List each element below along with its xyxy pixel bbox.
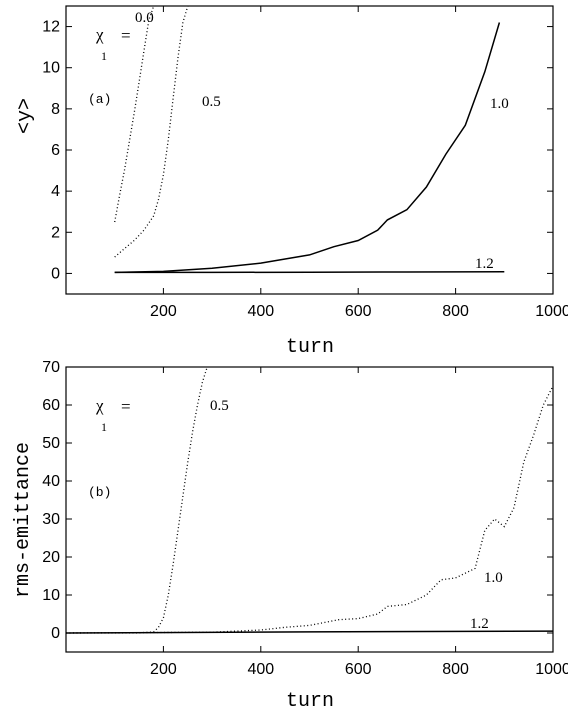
- y-axis-title-b: rms-emittance: [12, 442, 35, 598]
- y-tick-label: 12: [42, 19, 60, 36]
- series-label-0-0: 0.0: [135, 10, 154, 26]
- x-ticks-b: 200 400 600 800 1000: [150, 367, 568, 678]
- y-tick-label: 50: [42, 435, 60, 452]
- x-ticks-a: 200 400 600 800 1000: [150, 6, 568, 320]
- x-tick-label: 1000: [535, 661, 568, 678]
- x-tick-label: 200: [150, 661, 177, 678]
- y-tick-label: 60: [42, 397, 60, 414]
- y-tick-label: 0: [51, 265, 60, 282]
- chi-equals-a: =: [121, 26, 131, 45]
- y-tick-label: 0: [51, 625, 60, 642]
- y-tick-label: 2: [51, 224, 60, 241]
- y-tick-label: 70: [42, 359, 60, 376]
- series-line-0-5: [66, 367, 208, 634]
- y-tick-label: 40: [42, 473, 60, 490]
- x-tick-label: 800: [442, 303, 469, 320]
- series-line-1-2: [66, 630, 553, 634]
- plot-frame-b: [65, 366, 554, 653]
- chi-symbol-b: χ: [95, 396, 104, 415]
- panel-b: 200 400 600 800 1000 0 10 20 30 40 50 60 70 turn rm…: [12, 359, 568, 713]
- series-label-1-2: 1.2: [475, 256, 494, 272]
- series-line-0-0: [114, 6, 155, 223]
- series-line-1-0: [66, 385, 553, 634]
- series-label-1-0: 1.0: [490, 96, 509, 112]
- series-label-1-0: 1.0: [484, 570, 503, 586]
- x-tick-label: 400: [247, 661, 274, 678]
- chi-equals-b: =: [121, 397, 131, 416]
- plot-frame-a: [65, 5, 554, 295]
- y-axis-title-a: <y>: [14, 98, 37, 134]
- y-tick-label: 10: [42, 60, 60, 77]
- x-tick-label: 200: [150, 303, 177, 320]
- y-ticks-b: 0 10 20 30 40 50 60 70: [42, 359, 553, 642]
- x-tick-label: 1000: [535, 303, 568, 320]
- y-tick-label: 20: [42, 549, 60, 566]
- series-line-1-0: [114, 22, 501, 274]
- chi-symbol-a: χ: [95, 25, 104, 44]
- series-label-1-2: 1.2: [470, 616, 489, 632]
- series-a: [114, 6, 505, 274]
- chi-subscript-a: 1: [101, 49, 107, 63]
- y-tick-label: 30: [42, 511, 60, 528]
- series-label-0-5: 0.5: [202, 94, 221, 110]
- series-b: [66, 367, 553, 634]
- x-tick-label: 800: [442, 661, 469, 678]
- panel-label-a: (a): [88, 92, 111, 107]
- x-tick-label: 400: [247, 303, 274, 320]
- chi-subscript-b: 1: [101, 420, 107, 434]
- x-axis-title-a: turn: [286, 336, 334, 359]
- panel-label-b: (b): [88, 485, 111, 500]
- series-labels-a: 0.0 0.5 1.0 1.2: [135, 10, 509, 272]
- x-tick-label: 600: [345, 303, 372, 320]
- y-tick-label: 10: [42, 587, 60, 604]
- series-labels-b: 0.5 1.0 1.2: [210, 398, 503, 632]
- x-tick-label: 600: [345, 661, 372, 678]
- series-line-1-2: [114, 271, 505, 274]
- x-axis-title-b: turn: [286, 690, 334, 713]
- y-ticks-a: 0 2 4 6 8 10 12: [42, 19, 553, 282]
- y-tick-label: 8: [51, 101, 60, 118]
- y-tick-label: 4: [51, 183, 60, 200]
- y-tick-label: 6: [51, 142, 60, 159]
- series-label-0-5: 0.5: [210, 398, 229, 414]
